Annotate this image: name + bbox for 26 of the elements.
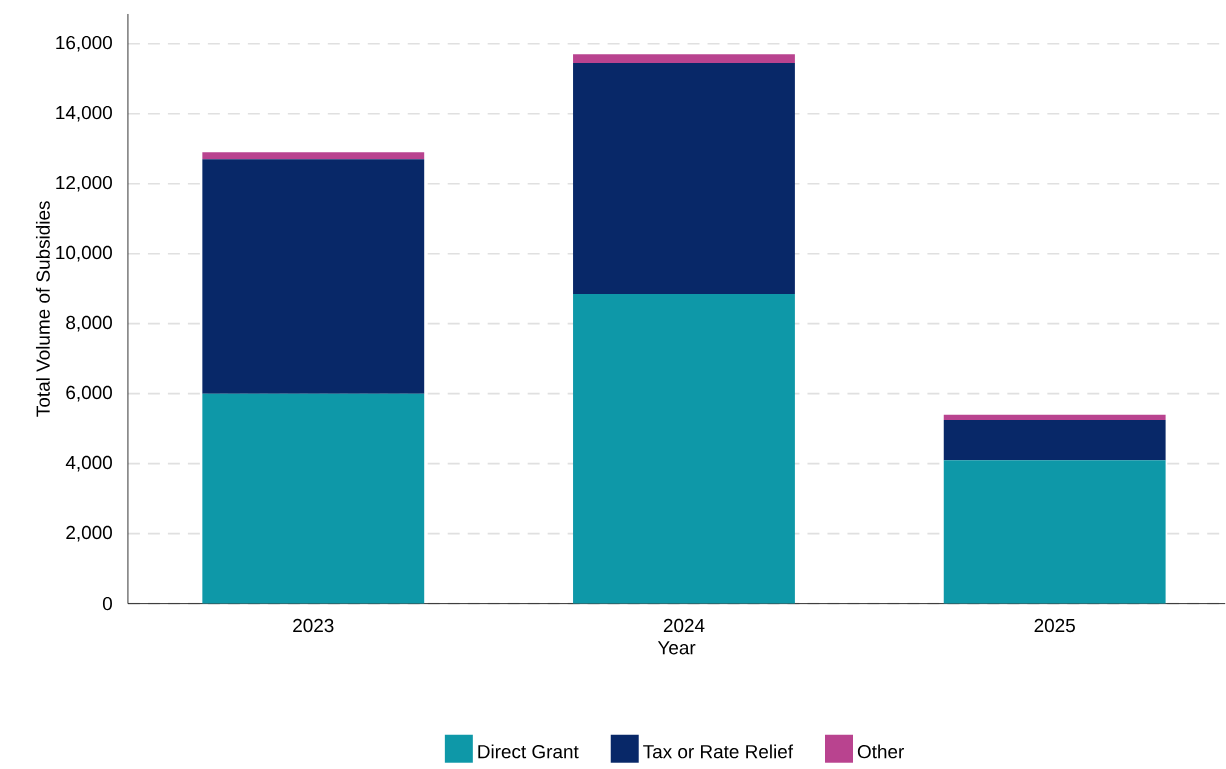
y-tick-label: 6,000 [66, 385, 112, 402]
y-tick-label: 12,000 [56, 175, 112, 192]
y-tick-label: 14,000 [56, 105, 112, 122]
y-tick-label: 8,000 [66, 315, 112, 332]
y-tick-label: 4,000 [65, 455, 112, 472]
legend-label: Tax or Rate Relief [643, 744, 794, 759]
bar [573, 293, 795, 604]
bar [202, 152, 425, 160]
x-tick-label: 2025 [1034, 618, 1075, 633]
bar [202, 393, 425, 604]
y-tick-label: 16,000 [56, 35, 112, 52]
x-axis-title: Year [657, 641, 696, 655]
y-tick-label: 10,000 [56, 245, 112, 262]
y-tick-label: 2,000 [66, 525, 112, 542]
bar [943, 460, 1166, 604]
bar [943, 414, 1166, 420]
x-tick-label: 2023 [293, 618, 334, 633]
bar [943, 419, 1166, 461]
y-axis-title: Total Volume of Subsidies [35, 201, 50, 417]
x-tick-label: 2024 [663, 618, 705, 633]
legend-label: Other [857, 744, 904, 759]
bar [573, 54, 795, 63]
bar [573, 62, 795, 294]
bar [202, 159, 425, 394]
y-tick-label: 0 [102, 596, 112, 611]
legend-label: Direct Grant [478, 744, 579, 759]
